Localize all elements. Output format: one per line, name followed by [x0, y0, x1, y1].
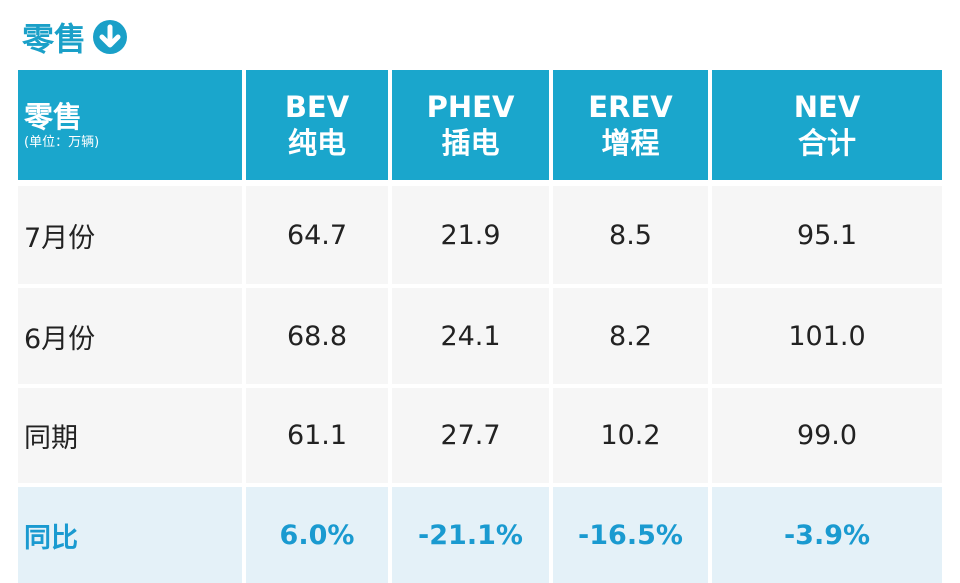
- row-label: 7月份: [18, 186, 242, 284]
- value-cell: -3.9%: [712, 487, 942, 583]
- header-label: NEV: [793, 90, 861, 124]
- row-label: 6月份: [18, 288, 242, 384]
- value-cell: 27.7: [392, 388, 549, 483]
- value-cell: 68.8: [246, 288, 388, 384]
- header-sub: 合计: [797, 126, 856, 160]
- value-cell: 61.1: [246, 388, 388, 483]
- value-cell: 101.0: [712, 288, 942, 384]
- header-cell: NEV 合计: [712, 70, 942, 180]
- value-cell: 95.1: [712, 186, 942, 284]
- value-cell: 6.0%: [246, 487, 388, 583]
- value-cell: 64.7: [246, 186, 388, 284]
- value-cell: 24.1: [392, 288, 549, 384]
- header-label: 零售: [24, 100, 83, 134]
- header-sub: 增程: [601, 126, 660, 160]
- header-label: BEV: [284, 90, 350, 124]
- value-cell: 21.9: [392, 186, 549, 284]
- header-cell: EREV 增程: [553, 70, 708, 180]
- section-title: 零售: [22, 14, 128, 60]
- header-label: EREV: [588, 90, 673, 124]
- header-cell: BEV 纯电: [246, 70, 388, 180]
- value-cell: -21.1%: [392, 487, 549, 583]
- row-label: 同比: [18, 487, 242, 583]
- header-sub: (单位：万辆): [24, 135, 100, 150]
- header-sub: 纯电: [287, 126, 346, 160]
- value-cell: 8.2: [553, 288, 708, 384]
- row-label: 同期: [18, 388, 242, 483]
- header-label: PHEV: [426, 90, 515, 124]
- value-cell: -16.5%: [553, 487, 708, 583]
- title-text: 零售: [22, 20, 87, 58]
- down-arrow-icon: [93, 20, 128, 54]
- value-cell: 8.5: [553, 186, 708, 284]
- value-cell: 10.2: [553, 388, 708, 483]
- value-cell: 99.0: [712, 388, 942, 483]
- header-sub: 插电: [441, 126, 500, 160]
- header-cell: 零售 (单位：万辆): [18, 70, 242, 180]
- header-cell: PHEV 插电: [392, 70, 549, 180]
